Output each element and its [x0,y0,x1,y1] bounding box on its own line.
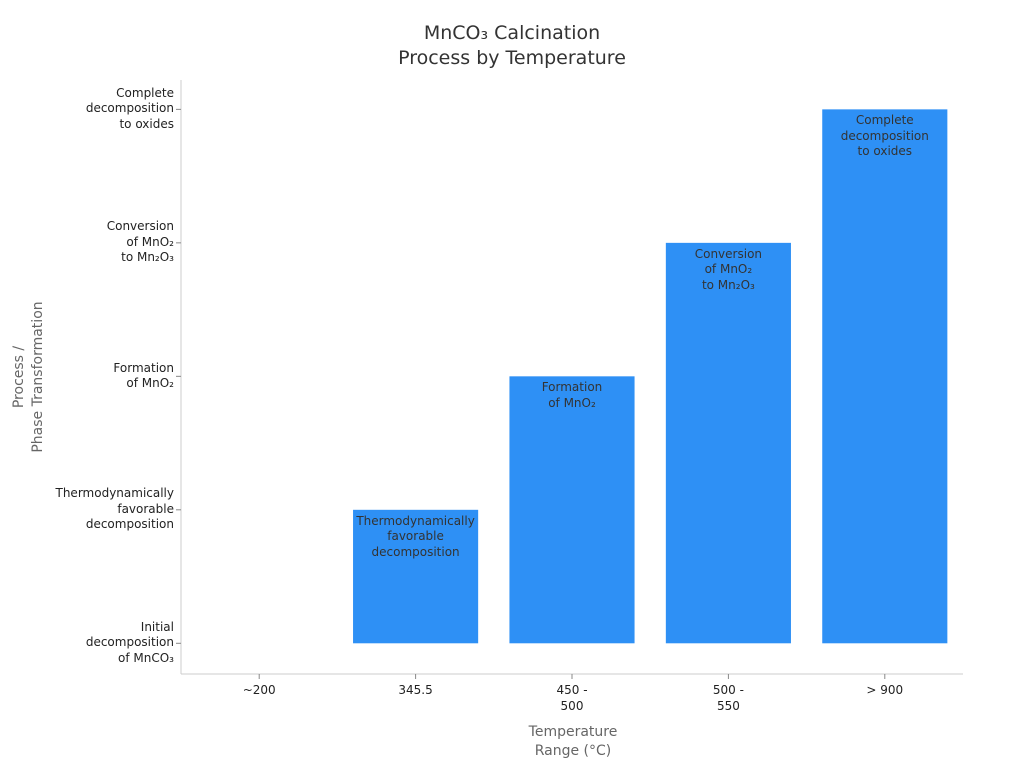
chart-title: MnCO₃ Calcination Process by Temperature [398,22,626,69]
x-axis-title: Temperature Range (°C) [528,724,618,759]
y-tick-label: Thermodynamically favorable decompositio… [55,486,175,532]
bar-label: Complete decomposition to oxides [840,113,929,159]
x-tick-label: 345.5 [398,683,433,697]
bar-label: Thermodynamically favorable decompositio… [356,513,475,559]
x-tick-label: > 900 [866,683,904,697]
bar [822,109,948,644]
y-tick-label: Formation of MnO₂ [113,360,174,391]
bar [353,509,479,644]
y-axis-title: Process / Phase Transformation [11,301,46,453]
x-tick-label: 450 - 500 [556,683,588,713]
x-tick-label: ~200 [242,683,276,697]
bar [665,242,791,644]
x-tick-label: 500 - 550 [712,683,744,713]
y-tick-label: Initial decomposition of MnCO₃ [85,619,174,665]
bar-label: Conversion of MnO₂ to Mn₂O₃ [694,246,763,292]
y-tick-label: Conversion of MnO₂ to Mn₂O₃ [106,219,174,265]
bar-label: Formation of MnO₂ [541,380,603,410]
y-tick-label: Complete decomposition to oxides [85,85,174,131]
bar [509,376,635,644]
